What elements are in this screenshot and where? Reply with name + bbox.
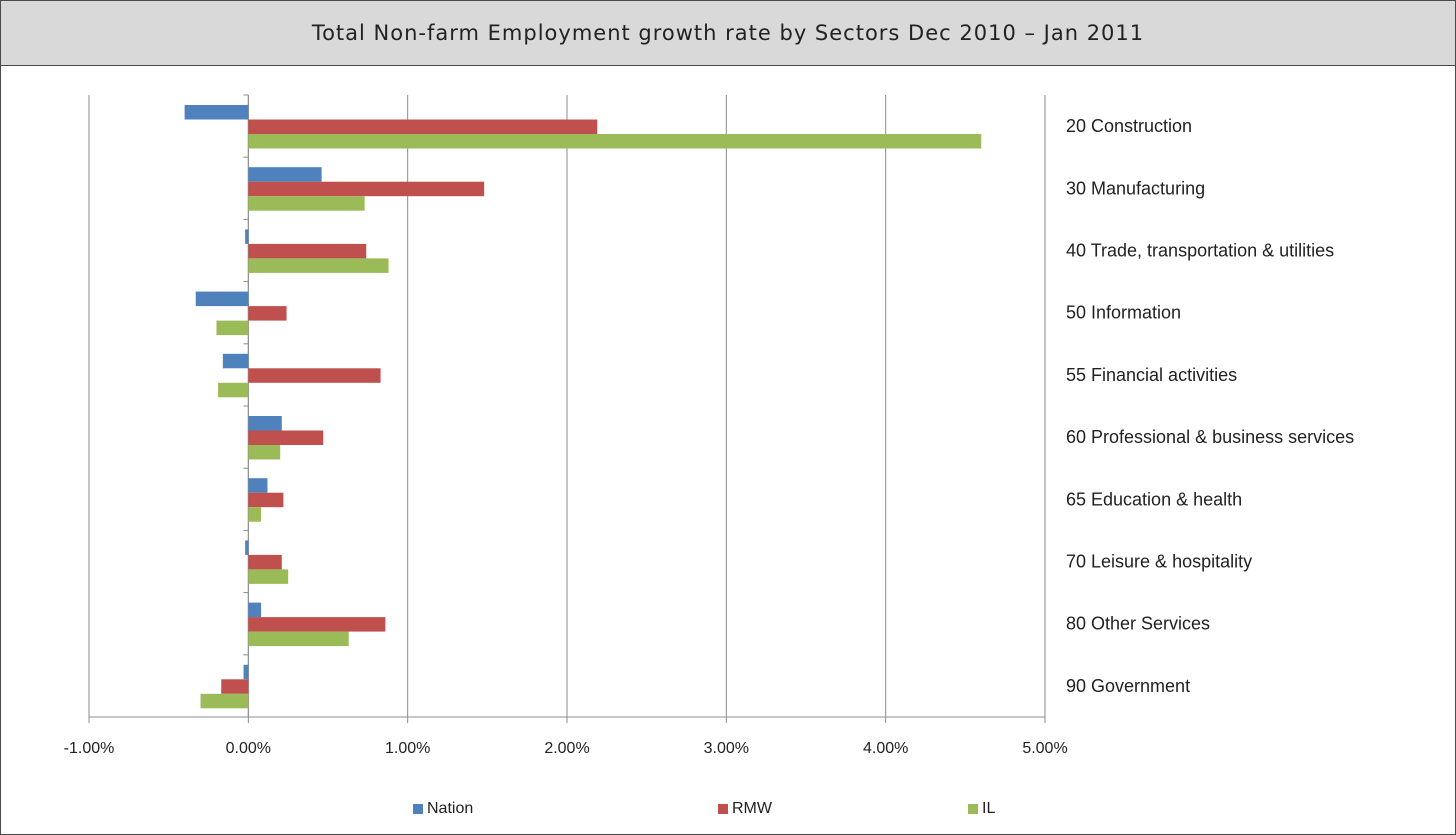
bar-rmw [248,119,598,134]
category-label: 60 Professional & business services [1066,427,1354,447]
bar-rmw [248,181,485,197]
legend-swatch [718,804,728,814]
chart-title: Total Non-farm Employment growth rate by… [311,21,1145,45]
legend-label: Nation [427,800,474,817]
bar-nation [243,664,249,680]
bar-il [200,693,249,709]
bar-nation [245,229,249,244]
bar-il [248,258,389,273]
x-tick-label: 3.00% [704,740,749,757]
bar-il [248,507,262,522]
chart-legend: Nation RMW IL [0,800,1454,824]
bar-rmw [248,306,287,321]
legend-item-rmw: RMW [718,800,772,818]
bar-il [248,134,982,149]
bar-nation [248,167,322,182]
bar-nation [248,602,262,618]
x-tick-label: 0.00% [226,740,271,757]
category-label: 50 Information [1066,303,1181,323]
category-label: 30 Manufacturing [1066,178,1205,198]
legend-label: IL [982,800,996,817]
category-label: 70 Leisure & hospitality [1066,552,1252,572]
bar-nation [184,105,249,120]
legend-swatch [968,804,978,814]
bar-nation [248,478,268,493]
x-tick-label: 1.00% [385,740,430,757]
legend-item-nation: Nation [413,800,473,818]
x-tick-label: 5.00% [1022,740,1067,757]
category-label: 80 Other Services [1066,614,1210,634]
bar-rmw [248,554,282,570]
chart-title-bar: Total Non-farm Employment growth rate by… [1,1,1455,66]
x-tick-label: -1.00% [64,740,115,757]
bar-rmw [248,368,381,383]
category-label: 20 Construction [1066,116,1192,136]
bar-nation [195,291,249,307]
bar-nation [222,353,249,369]
legend-swatch [413,804,423,814]
bar-rmw [248,243,367,259]
bar-il [248,445,281,460]
legend-label: RMW [732,800,772,817]
category-label: 55 Financial activities [1066,365,1237,385]
x-tick-label: 4.00% [863,740,908,757]
bar-rmw [221,679,249,694]
bar-rmw [248,492,284,508]
bar-rmw [248,430,324,445]
bar-il [248,196,365,211]
bar-nation [245,540,249,555]
bar-nation [248,416,282,431]
bar-rmw [248,617,386,632]
bar-il [248,631,349,647]
category-label: 65 Education & health [1066,489,1242,509]
bar-il [248,569,289,584]
bar-il [216,320,249,336]
category-label: 40 Trade, transportation & utilities [1066,241,1334,261]
category-label: 90 Government [1066,676,1190,696]
legend-item-il: IL [968,800,995,818]
bar-il [218,382,249,398]
x-tick-label: 2.00% [544,740,589,757]
